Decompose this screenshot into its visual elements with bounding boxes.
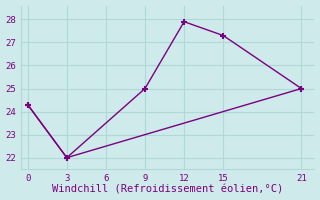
X-axis label: Windchill (Refroidissement éolien,°C): Windchill (Refroidissement éolien,°C) — [52, 184, 284, 194]
